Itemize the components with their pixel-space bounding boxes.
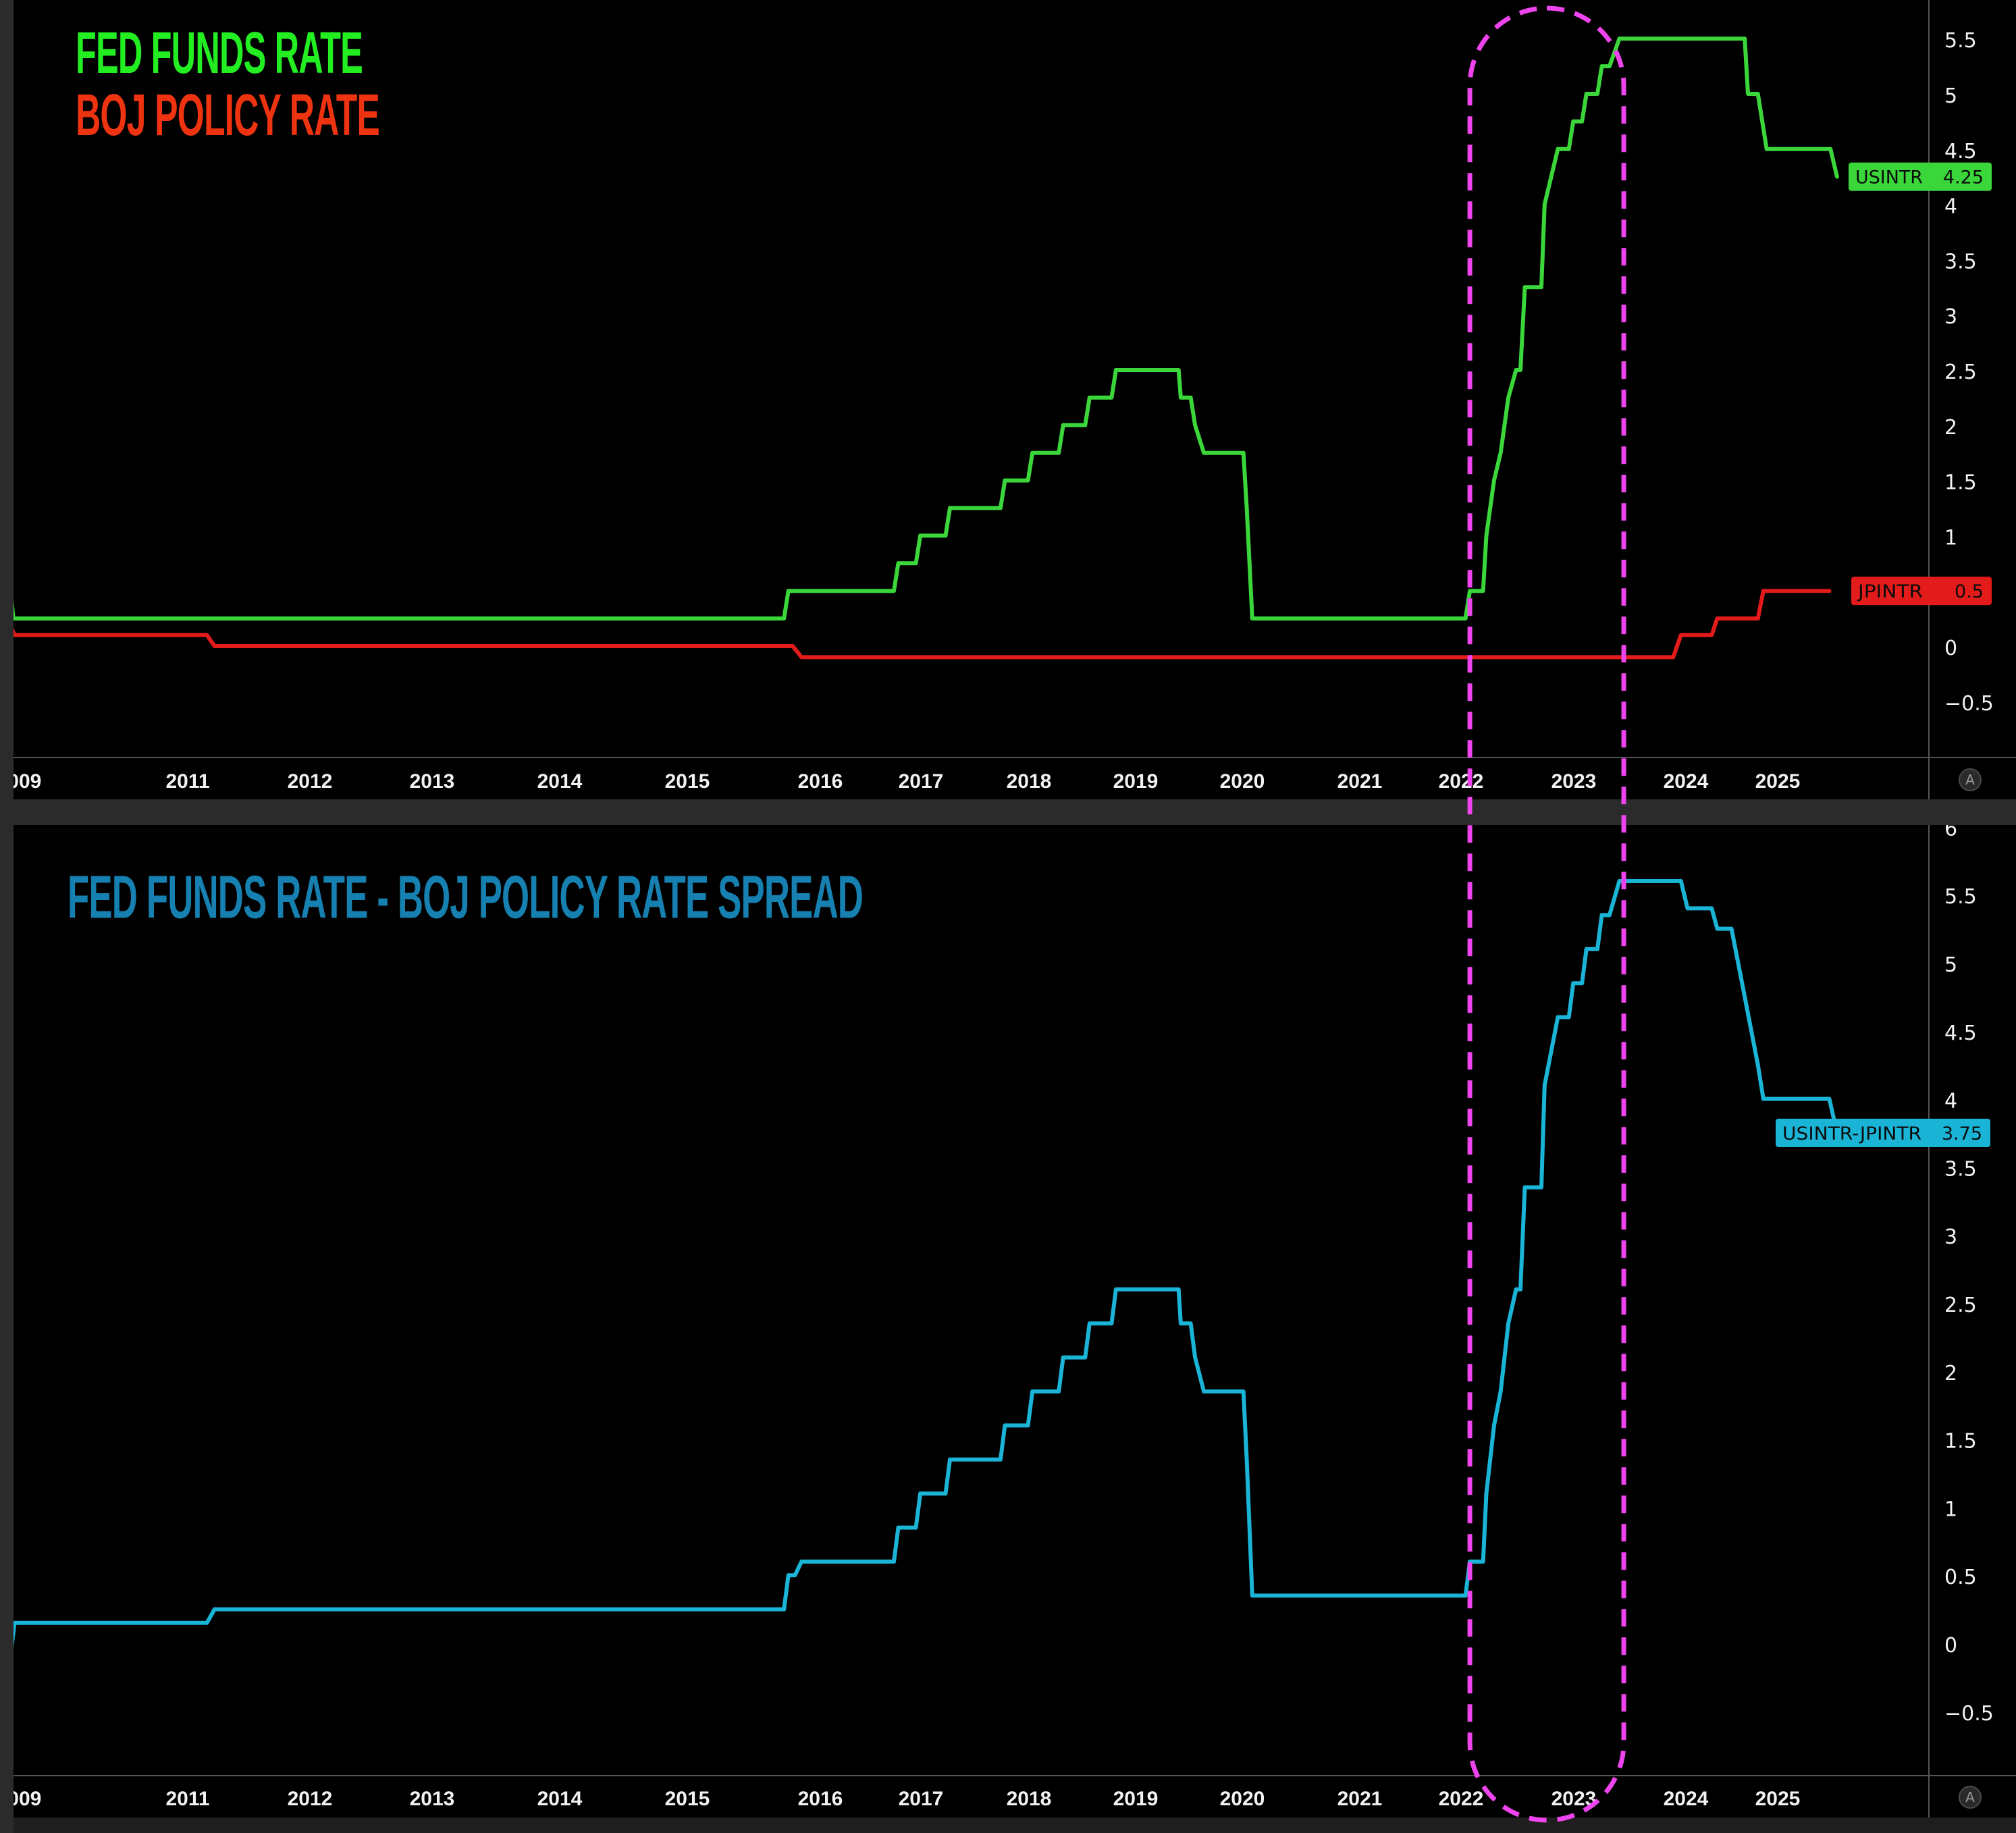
x-tick-label: 2012 [288,770,333,793]
y-tick-label: 3 [1944,305,1957,329]
y-tick-label: 5.5 [1944,29,1977,53]
y-tick-label: 5 [1944,953,1957,977]
badge-series-value: 3.75 [1942,1123,1982,1144]
x-tick-label: 2012 [288,1788,333,1810]
top-panel: 5.554.543.532.521.510.50−0.5200920112012… [0,0,2016,799]
chart-title-2: BOJ POLICY RATE [76,82,379,148]
badge-background [1849,162,1992,191]
series-line-jpintr [0,589,1832,660]
price-badge-usintr: USINTR 4.25 [1849,162,1992,191]
x-tick-label: 2017 [899,1788,944,1810]
auto-scale-circle [1959,768,1982,791]
x-tick-label: 2018 [1007,770,1052,793]
x-tick-label: 2013 [410,770,455,793]
x-tick-label: 2014 [537,1788,583,1810]
y-tick-label: 2.5 [1944,361,1977,384]
x-tick-label: 2019 [1113,770,1159,793]
auto-scale-label: A [1965,1789,1975,1805]
x-tick-label: 2016 [798,1788,843,1810]
x-tick-label: 2015 [665,770,710,793]
y-tick-label: 2.5 [1944,1294,1977,1317]
x-tick-label: 2018 [1007,1788,1052,1810]
y-tick-label: −0.5 [1944,1702,1994,1726]
series-line-usintr-jpintr [0,879,1839,1653]
chart-title-1: FED FUNDS RATE - BOJ POLICY RATE SPREAD [68,864,863,931]
x-tick-label: 2019 [1113,1788,1159,1810]
y-tick-label: 1 [1944,1497,1957,1521]
y-tick-label: 1 [1944,526,1957,550]
y-tick-label: 5.5 [1944,885,1977,909]
x-tick-label: 2021 [1337,770,1383,793]
y-tick-label: 4.5 [1944,1021,1977,1045]
x-tick-label: 2022 [1439,1788,1484,1810]
price-badge-usintr-jpintr: USINTR-JPINTR 3.75 [1776,1119,1990,1147]
y-tick-label: 0 [1944,1634,1957,1657]
badge-series-value: 0.5 [1955,581,1984,602]
badge-series-value: 4.25 [1943,167,1984,188]
y-tick-label: 2 [1944,1362,1957,1385]
badge-series-name: USINTR-JPINTR [1782,1123,1921,1144]
panel-background [14,0,2016,799]
y-tick-label: 1.5 [1944,471,1977,495]
y-tick-label: 2 [1944,416,1957,440]
series-line-usintr [0,36,1839,621]
badge-series-name: USINTR [1855,167,1923,188]
x-tick-label: 2021 [1337,1788,1383,1810]
x-tick-label: 2025 [1755,770,1801,793]
y-tick-label: 5 [1944,84,1957,108]
panel-divider [0,799,2016,825]
y-tick-label: 4 [1944,195,1957,219]
x-tick-label: 2015 [665,1788,710,1810]
x-tick-label: 2016 [798,770,843,793]
chart-title-1: FED FUNDS RATE [76,20,363,86]
x-tick-label: 2020 [1220,770,1265,793]
x-tick-label: 2020 [1220,1788,1265,1810]
x-tick-label: 2025 [1755,1788,1801,1810]
auto-scale-label: A [1965,772,1975,788]
auto-scale-button[interactable]: A [1959,1786,1982,1809]
x-tick-label: 2017 [899,770,944,793]
x-tick-label: 2013 [410,1788,455,1810]
badge-series-name: JPINTR [1857,581,1923,602]
y-tick-label: 0.5 [1944,1566,1977,1589]
auto-scale-circle [1959,1786,1982,1809]
y-tick-label: −0.5 [1944,692,1994,716]
badge-background [1851,577,1992,606]
y-tick-label: 3 [1944,1225,1957,1249]
y-tick-label: 0 [1944,637,1957,660]
y-tick-label: 4.5 [1944,140,1977,163]
x-tick-label: 2022 [1439,770,1484,793]
x-tick-label: 2011 [165,770,209,793]
badge-background [1776,1119,1990,1147]
y-tick-label: 4 [1944,1090,1957,1113]
y-tick-label: 1.5 [1944,1430,1977,1454]
y-tick-label: 3.5 [1944,1157,1977,1181]
left-edge-bar [0,0,14,1833]
highlight-region [1467,5,1626,1823]
x-tick-label: 2014 [537,770,583,793]
x-tick-label: 2024 [1664,1788,1709,1810]
panel-background [14,825,2016,1817]
x-tick-label: 2011 [165,1788,209,1810]
y-tick-label: 3.5 [1944,250,1977,273]
auto-scale-button[interactable]: A [1959,768,1982,791]
x-tick-label: 2023 [1551,770,1597,793]
x-tick-label: 2024 [1664,770,1709,793]
price-badge-jpintr: JPINTR 0.5 [1851,577,1992,606]
